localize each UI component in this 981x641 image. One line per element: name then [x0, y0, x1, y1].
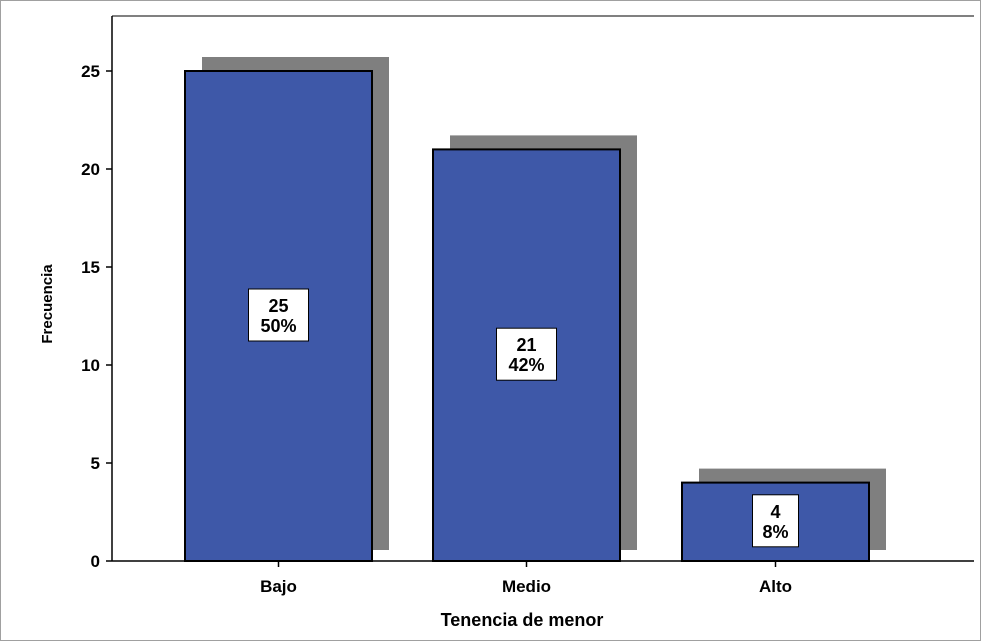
x-tick-label-alto: Alto: [759, 577, 792, 596]
data-label-count: 4: [770, 502, 780, 522]
y-tick-label: 20: [81, 160, 100, 179]
data-label-box: [496, 327, 557, 381]
x-tick-label-medio: Medio: [502, 577, 551, 596]
ticks-group: 0 5 10 15 20 25 Bajo Medio Alto: [81, 62, 792, 596]
data-label-percent: 50%: [260, 316, 296, 336]
x-axis-title: Tenencia de menor: [441, 610, 604, 630]
data-label-count: 25: [268, 296, 288, 316]
y-tick-label: 0: [91, 552, 100, 571]
axes-group: [111, 16, 974, 562]
x-tick-label-bajo: Bajo: [260, 577, 297, 596]
data-label-box: [248, 288, 309, 342]
data-label-count: 21: [516, 335, 536, 355]
y-tick-label: 5: [91, 454, 100, 473]
y-tick-label: 10: [81, 356, 100, 375]
data-label-percent: 42%: [508, 355, 544, 375]
y-tick-label: 15: [81, 258, 100, 277]
data-label-percent: 8%: [762, 522, 788, 542]
y-axis-title: Frecuencia: [39, 264, 56, 344]
data-label-box: [752, 494, 799, 548]
y-tick-label: 25: [81, 62, 100, 81]
